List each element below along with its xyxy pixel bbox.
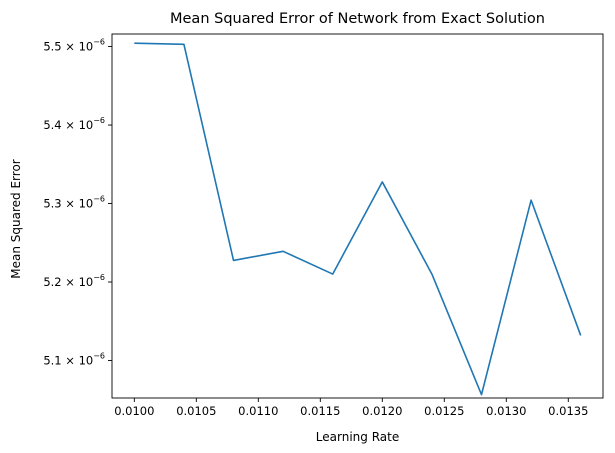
- y-tick-label: 5.3 × 10−6: [43, 195, 105, 211]
- x-axis-label: Learning Rate: [316, 430, 399, 444]
- y-tick-exponent: −6: [93, 351, 105, 360]
- plot-area: 0.0100 0.0105 0.0110 0.0115 0.0120 0.0125 0.01…: [43, 33, 604, 418]
- y-tick-label: 5.4 × 10−6: [43, 116, 105, 132]
- y-tick-exponent: −6: [93, 116, 105, 125]
- x-tick-label: 0.0130: [486, 404, 526, 418]
- y-tick-base: 5.4 × 10: [43, 118, 93, 132]
- chart-title: Mean Squared Error of Network from Exact…: [170, 11, 545, 27]
- x-tick-label: 0.0110: [238, 404, 278, 418]
- y-tick-base: 5.1 × 10: [43, 353, 93, 367]
- y-tick-base: 5.3 × 10: [43, 197, 93, 211]
- y-axis-label: Mean Squared Error: [9, 159, 23, 279]
- x-tick-label: 0.0120: [362, 404, 402, 418]
- y-tick-exponent: −6: [93, 38, 105, 47]
- y-tick-exponent: −6: [93, 273, 105, 282]
- x-tick-label: 0.0105: [176, 404, 216, 418]
- y-tick-base: 5.5 × 10: [43, 40, 93, 54]
- x-tick-label: 0.0115: [300, 404, 340, 418]
- x-tick-label: 0.0135: [548, 404, 588, 418]
- y-tick-base: 5.2 × 10: [43, 275, 93, 289]
- y-tick-label: 5.2 × 10−6: [43, 273, 105, 289]
- y-tick-label: 5.5 × 10−6: [43, 38, 105, 54]
- y-tick-label: 5.1 × 10−6: [43, 351, 105, 367]
- y-tick-exponent: −6: [93, 195, 105, 204]
- series-line-0: [134, 42, 582, 396]
- x-tick-label: 0.0100: [114, 404, 154, 418]
- axes-frame: [111, 33, 604, 399]
- x-tick-label: 0.0125: [424, 404, 464, 418]
